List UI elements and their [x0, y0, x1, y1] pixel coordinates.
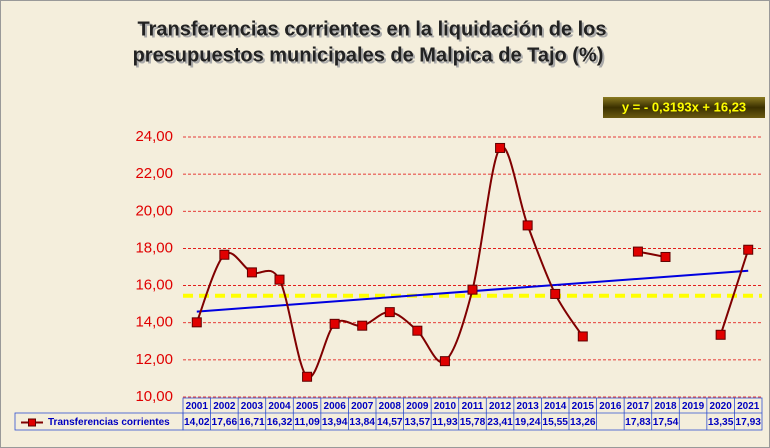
- x-tick-label: 2002: [213, 401, 236, 412]
- x-tick-label: 2015: [572, 401, 595, 412]
- data-label: 17,66: [212, 417, 238, 428]
- chart-subtitle: presupuestos municipales de Malpica de T…: [133, 44, 604, 66]
- y-tick-label: 14,00: [135, 314, 173, 331]
- data-label: 17,54: [653, 417, 679, 428]
- y-tick-label: 16,00: [135, 277, 173, 294]
- y-tick-label: 12,00: [135, 351, 173, 368]
- marker: [660, 251, 671, 262]
- marker: [274, 274, 285, 285]
- x-tick-label: 2003: [241, 401, 264, 412]
- x-tick-label: 2018: [654, 401, 677, 412]
- x-tick-label: 2013: [517, 401, 540, 412]
- data-label: 13,94: [322, 417, 348, 428]
- marker: [302, 371, 313, 382]
- marker: [191, 317, 202, 328]
- equation-box: [603, 97, 765, 118]
- trend-equation: y = - 0,3193x + 16,23: [622, 99, 746, 114]
- y-tick-label: 10,00: [135, 388, 173, 405]
- y-tick-label: 18,00: [135, 239, 173, 256]
- y-tick-label: 20,00: [135, 202, 173, 219]
- legend-marker: [28, 418, 36, 427]
- x-tick-label: 2007: [351, 401, 374, 412]
- marker: [412, 325, 423, 336]
- data-label: 13,57: [405, 417, 431, 428]
- title-shadow: Transferencias corrientes en la liquidac…: [139, 20, 608, 42]
- x-tick-label: 2020: [710, 401, 733, 412]
- marker: [384, 307, 395, 318]
- data-label: 13,84: [349, 417, 375, 428]
- x-tick-label: 2005: [296, 401, 319, 412]
- marker: [550, 288, 561, 299]
- data-label: 14,02: [184, 417, 210, 428]
- marker: [715, 329, 726, 340]
- x-tick-label: 2011: [462, 401, 484, 412]
- data-label: 11,93: [432, 417, 458, 428]
- subtitle-shadow: presupuestos municipales de Malpica de T…: [135, 46, 606, 68]
- x-tick-label: 2019: [682, 401, 705, 412]
- data-label: 11,09: [294, 417, 320, 428]
- x-tick-label: 2008: [379, 401, 402, 412]
- x-tick-label: 2021: [737, 401, 760, 412]
- marker: [495, 142, 506, 153]
- x-tick-label: 2017: [627, 401, 650, 412]
- marker: [439, 356, 450, 367]
- data-label: 15,78: [460, 417, 486, 428]
- marker: [357, 320, 368, 331]
- data-label: 23,41: [487, 417, 513, 428]
- x-tick-label: 2010: [434, 401, 457, 412]
- data-label: 17,83: [625, 417, 651, 428]
- data-label: 16,71: [239, 417, 265, 428]
- data-label: 19,24: [515, 417, 541, 428]
- x-tick-label: 2012: [489, 401, 512, 412]
- x-tick-label: 2016: [599, 401, 622, 412]
- x-tick-label: 2009: [406, 401, 429, 412]
- marker: [246, 267, 257, 278]
- table-legend-cell: [14, 412, 184, 431]
- marker: [577, 331, 588, 342]
- marker: [743, 244, 754, 255]
- y-tick-label: 22,00: [135, 165, 173, 182]
- marker: [329, 318, 340, 329]
- chart-title: Transferencias corrientes en la liquidac…: [137, 18, 606, 40]
- x-tick-label: 2014: [544, 401, 567, 412]
- marker: [522, 220, 533, 231]
- data-label: 13,35: [708, 417, 734, 428]
- marker: [467, 284, 478, 295]
- data-label: 15,55: [542, 417, 568, 428]
- marker: [219, 249, 230, 260]
- data-label: 16,32: [267, 417, 293, 428]
- data-label: 14,57: [377, 417, 403, 428]
- marker: [632, 246, 643, 257]
- y-tick-label: 24,00: [135, 128, 173, 145]
- legend-label: Transferencias corrientes: [48, 417, 170, 428]
- x-tick-label: 2001: [186, 401, 209, 412]
- data-label: 17,93: [735, 417, 761, 428]
- x-tick-label: 2006: [324, 401, 347, 412]
- data-label: 13,26: [570, 417, 596, 428]
- x-tick-label: 2004: [268, 401, 291, 412]
